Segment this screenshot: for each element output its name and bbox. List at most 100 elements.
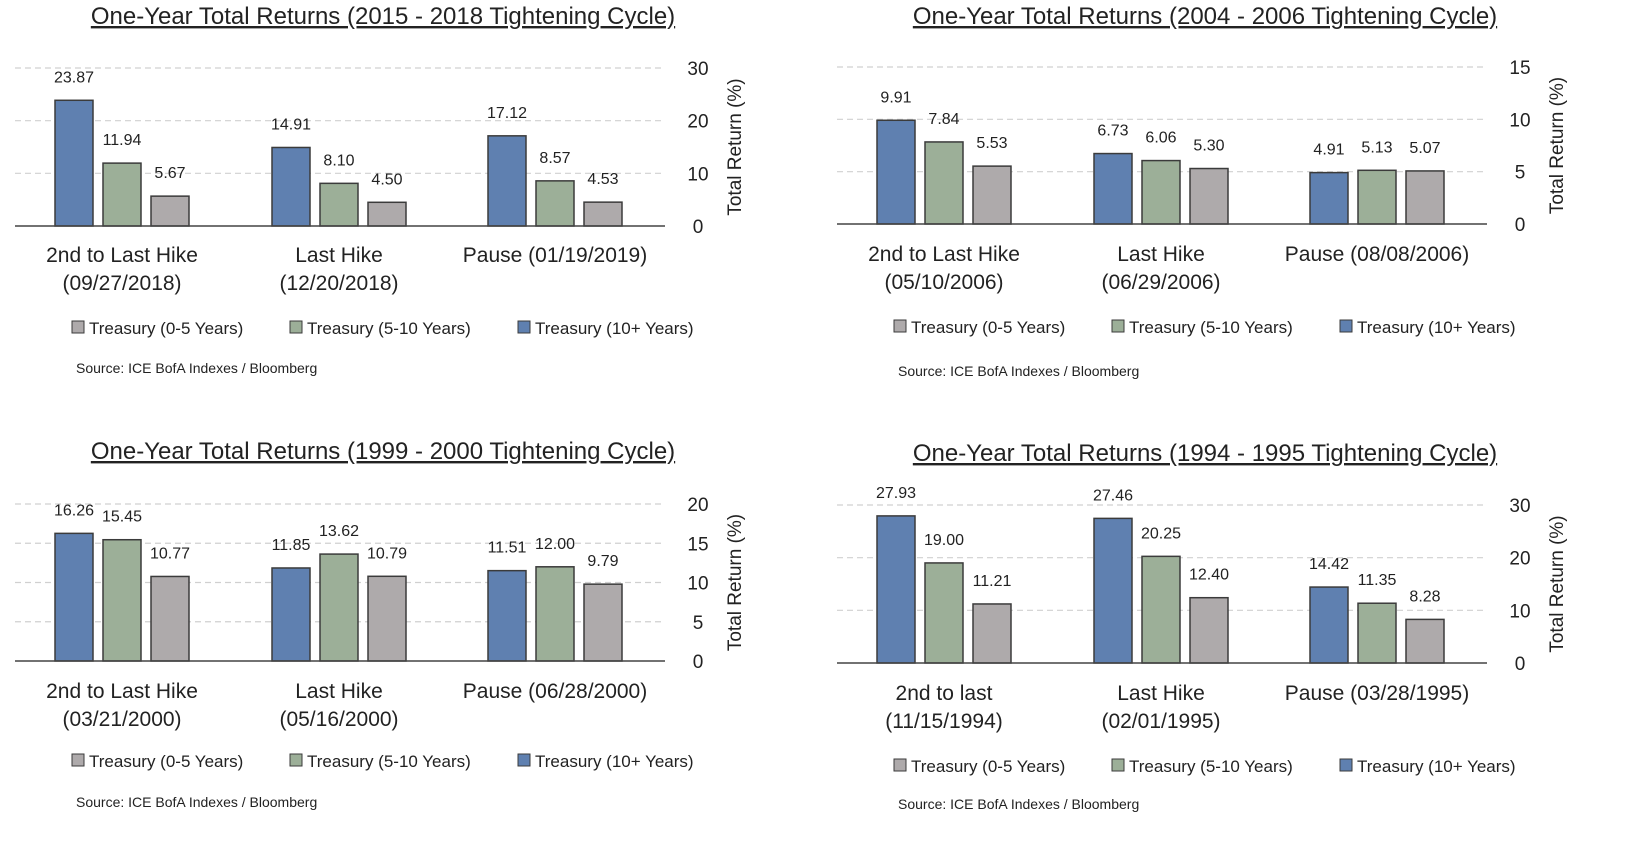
bar [150, 195, 190, 227]
category-label: (03/21/2000) [62, 708, 181, 731]
chart-svg: One-Year Total Returns (1999 - 2000 Tigh… [15, 438, 746, 810]
data-label: 15.45 [102, 509, 142, 526]
category-label: 2nd to Last Hike [46, 680, 198, 703]
bar [319, 182, 359, 227]
bar [972, 603, 1012, 664]
chart-panel-2015-2018: One-Year Total Returns (2015 - 2018 Tigh… [0, 0, 822, 429]
data-label: 8.10 [323, 152, 354, 169]
legend-label: Treasury (0-5 Years) [89, 752, 243, 771]
legend-label: Treasury (10+ Years) [535, 319, 694, 338]
bar [150, 575, 190, 662]
bar [1405, 618, 1445, 664]
legend-swatch [71, 320, 85, 334]
bar [1093, 517, 1133, 664]
data-label: 6.73 [1097, 123, 1128, 140]
y-tick-label: 0 [693, 217, 704, 238]
data-label: 6.06 [1145, 130, 1176, 147]
bar [1309, 586, 1349, 664]
y-tick-label: 10 [1509, 601, 1530, 622]
legend-swatch [289, 753, 303, 767]
legend-label: Treasury (10+ Years) [1357, 757, 1516, 776]
bar [1093, 152, 1133, 225]
source-note: Source: ICE BofA Indexes / Bloomberg [76, 360, 317, 376]
chart-svg: One-Year Total Returns (1994 - 1995 Tigh… [837, 440, 1568, 812]
legend-label: Treasury (5-10 Years) [1129, 318, 1293, 337]
data-label: 12.00 [535, 536, 575, 553]
legend-swatch [289, 320, 303, 334]
y-tick-label: 0 [693, 652, 704, 673]
data-label: 9.91 [880, 89, 911, 106]
legend-swatch [517, 753, 531, 767]
data-label: 5.30 [1193, 138, 1224, 155]
bar [271, 146, 311, 227]
chart-panel-2004-2006: One-Year Total Returns (2004 - 2006 Tigh… [822, 0, 1644, 429]
category-label: (05/16/2000) [279, 708, 398, 731]
data-label: 5.67 [154, 165, 185, 182]
category-label: Pause (01/19/2019) [463, 244, 647, 267]
legend-label: Treasury (5-10 Years) [307, 752, 471, 771]
bar [367, 575, 407, 662]
chart-title: One-Year Total Returns (1999 - 2000 Tigh… [91, 438, 675, 465]
legend-label: Treasury (0-5 Years) [911, 757, 1065, 776]
bar [1357, 602, 1397, 664]
data-label: 9.79 [587, 553, 618, 570]
data-label: 11.51 [488, 540, 527, 557]
category-label: Pause (03/28/1995) [1285, 682, 1469, 705]
chart-title: One-Year Total Returns (1994 - 1995 Tigh… [913, 440, 1497, 467]
data-label: 19.00 [924, 532, 964, 549]
data-label: 23.87 [54, 69, 94, 86]
category-label: (02/01/1995) [1101, 710, 1220, 733]
bar [583, 583, 623, 662]
bar [1189, 596, 1229, 664]
chart-panel-1994-1995: One-Year Total Returns (1994 - 1995 Tigh… [822, 429, 1644, 858]
bar [876, 119, 916, 225]
y-tick-label: 20 [1509, 549, 1530, 570]
bar [367, 201, 407, 227]
data-label: 11.85 [272, 537, 311, 554]
data-label: 10.79 [367, 545, 407, 562]
category-label: (11/15/1994) [885, 710, 1003, 733]
chart-title: One-Year Total Returns (2015 - 2018 Tigh… [91, 3, 675, 30]
data-label: 11.94 [103, 132, 142, 149]
category-label: Last Hike [295, 680, 383, 703]
bar [102, 538, 142, 662]
data-label: 5.13 [1361, 139, 1392, 156]
y-tick-label: 20 [687, 112, 708, 133]
source-note: Source: ICE BofA Indexes / Bloomberg [898, 796, 1139, 812]
data-label: 11.21 [973, 573, 1012, 590]
bar [102, 162, 142, 227]
data-label: 10.77 [150, 545, 190, 562]
data-label: 16.26 [54, 502, 94, 519]
data-label: 4.53 [587, 171, 618, 188]
bar [1141, 555, 1181, 664]
data-label: 11.35 [1358, 572, 1397, 589]
bar [972, 165, 1012, 225]
y-tick-label: 5 [1515, 163, 1526, 184]
y-tick-label: 0 [1515, 215, 1526, 236]
data-label: 17.12 [487, 105, 527, 122]
legend-label: Treasury (0-5 Years) [911, 318, 1065, 337]
category-label: (05/10/2006) [884, 271, 1003, 294]
category-label: Last Hike [1117, 682, 1205, 705]
data-label: 4.91 [1313, 142, 1344, 159]
data-label: 8.57 [539, 150, 570, 167]
legend-swatch [1111, 319, 1125, 333]
data-label: 20.25 [1141, 525, 1181, 542]
y-tick-label: 30 [1509, 496, 1530, 517]
legend-swatch [517, 320, 531, 334]
category-label: Last Hike [1117, 243, 1205, 266]
y-tick-label: 10 [687, 574, 708, 595]
y-axis-title: Total Return (%) [725, 514, 746, 651]
y-tick-label: 10 [687, 164, 708, 185]
category-label: (06/29/2006) [1101, 271, 1220, 294]
bar [1357, 169, 1397, 225]
y-axis-title: Total Return (%) [1547, 515, 1568, 652]
data-label: 14.91 [271, 116, 311, 133]
y-tick-label: 15 [1509, 58, 1530, 79]
bar [1189, 167, 1229, 225]
category-label: Last Hike [295, 244, 383, 267]
bar [271, 567, 311, 662]
y-tick-label: 0 [1515, 654, 1526, 675]
bar [54, 532, 94, 662]
legend-swatch [893, 758, 907, 772]
